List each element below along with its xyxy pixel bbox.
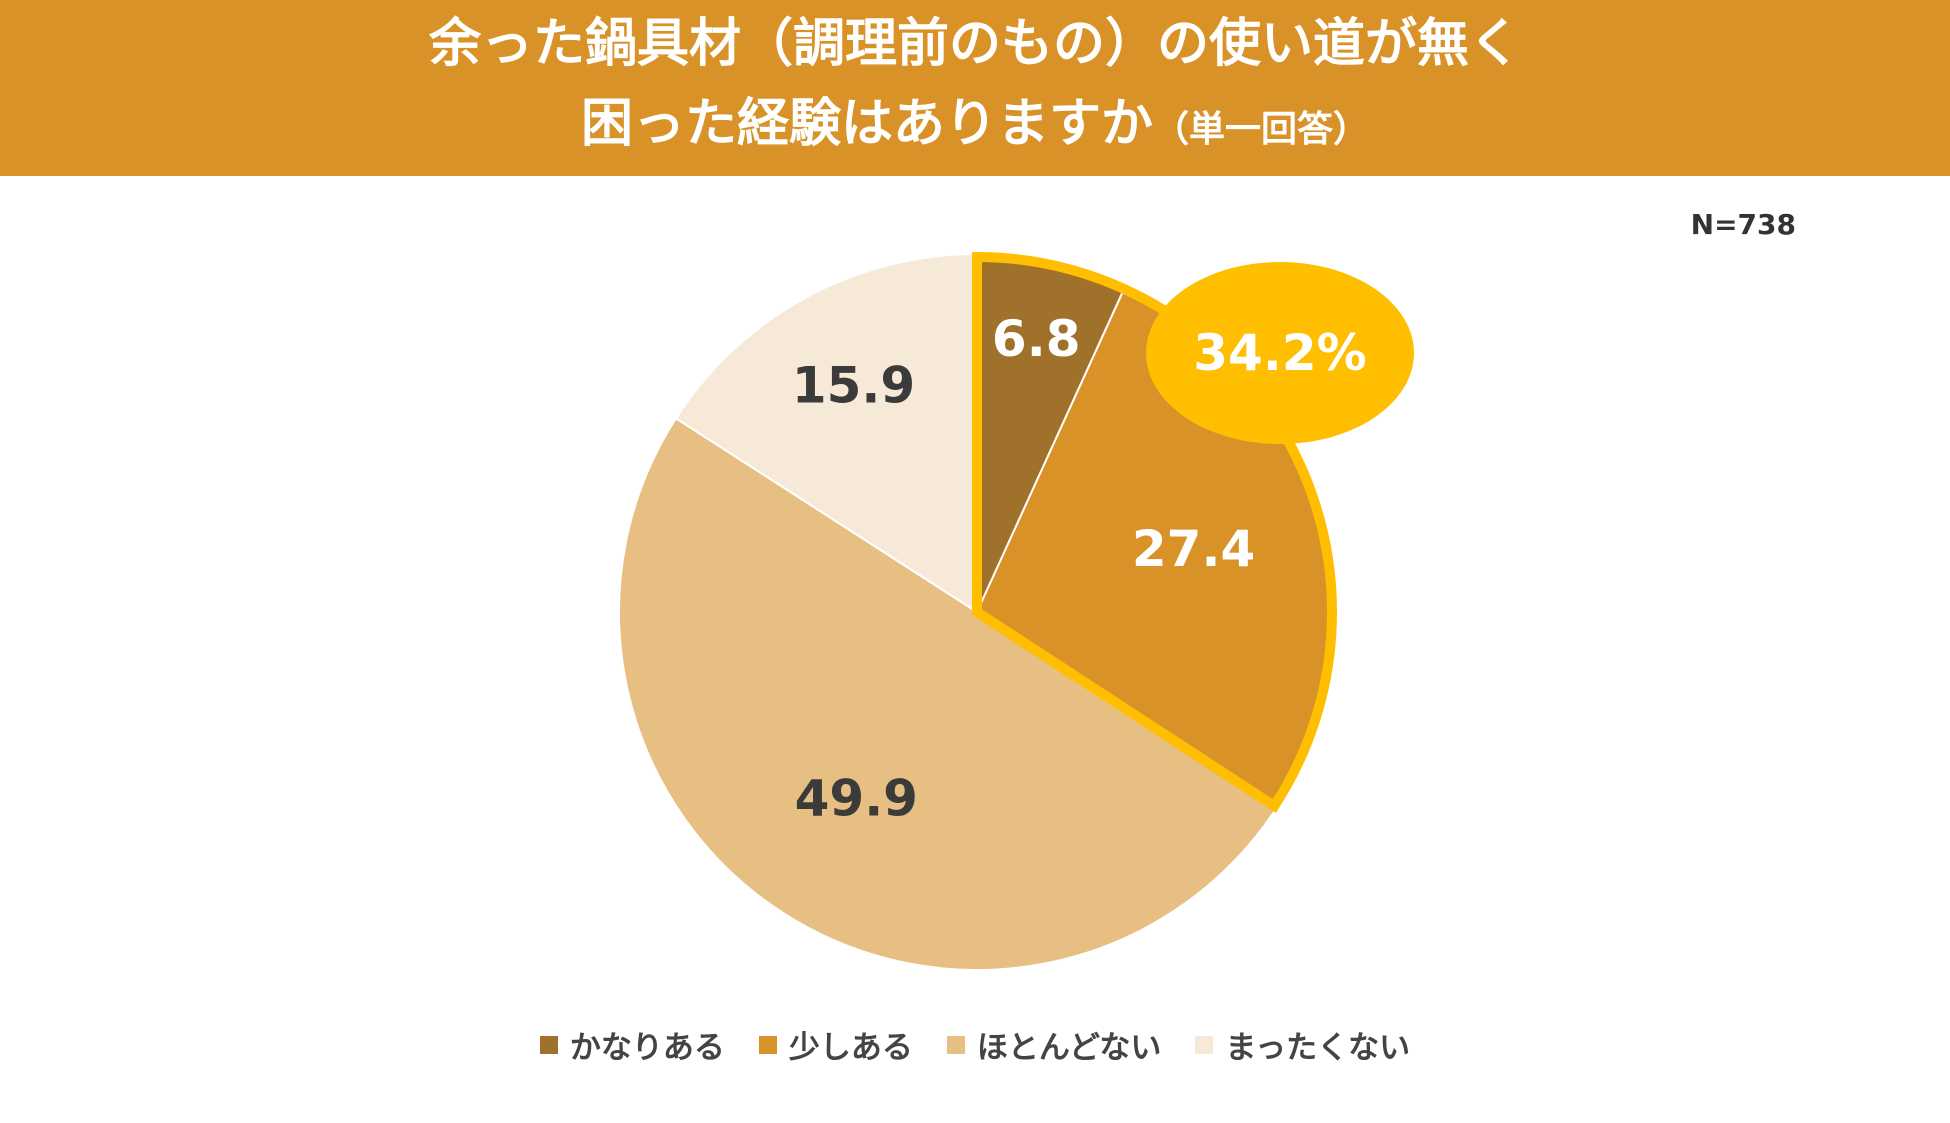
chart-title-main: 困った経験はありますか — [580, 94, 1153, 154]
callout-total-label: 34.2% — [1193, 324, 1366, 382]
chart-title-line-1: 余った鍋具材（調理前のもの）の使い道が無く — [428, 14, 1521, 74]
pie-chart: 6.8 27.4 49.9 15.9 34.2% — [617, 251, 1414, 972]
sample-size-label: N=738 — [1690, 208, 1796, 241]
legend-swatch — [758, 1035, 777, 1054]
legend-label: かなりある — [569, 1030, 725, 1066]
legend-item-4: まったくない — [1195, 1022, 1410, 1067]
legend-swatch — [946, 1035, 965, 1054]
legend-swatch — [1195, 1035, 1214, 1054]
callout-bubble — [1146, 262, 1414, 444]
legend-label: 少しある — [788, 1030, 913, 1066]
chart-title-banner: 余った鍋具材（調理前のもの）の使い道が無く 困った経験はありますか（単一回答） — [0, 0, 1950, 176]
legend-item-2: 少しある — [758, 1022, 913, 1067]
pie-slice-4 — [674, 252, 978, 614]
chart-title-sub: （単一回答） — [1153, 109, 1370, 150]
legend-swatch — [539, 1035, 558, 1054]
slice-label-3: 49.9 — [795, 769, 918, 827]
slice-label-1: 6.8 — [992, 310, 1081, 368]
legend-label: まったくない — [1225, 1030, 1411, 1066]
legend-label: ほとんどない — [976, 1030, 1162, 1066]
slice-label-4: 15.9 — [792, 357, 915, 415]
legend-item-1: かなりある — [539, 1022, 725, 1067]
slice-label-2: 27.4 — [1132, 520, 1255, 578]
legend-item-3: ほとんどない — [946, 1022, 1162, 1067]
legend: かなりある 少しある ほとんどない まったくない — [0, 1022, 1950, 1067]
chart-title-line-2: 困った経験はありますか（単一回答） — [0, 92, 1950, 162]
